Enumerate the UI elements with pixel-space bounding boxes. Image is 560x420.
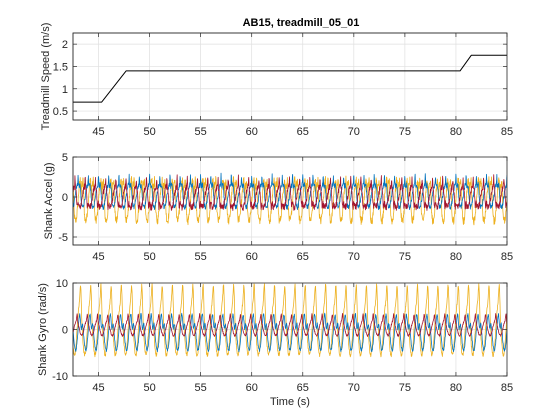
xtick-label: 55 — [195, 126, 207, 138]
ytick-label: 0 — [62, 325, 68, 337]
ytick-label: 0 — [62, 192, 68, 204]
xtick-label: 65 — [297, 251, 309, 263]
ytick-label: 2 — [62, 39, 68, 51]
xtick-label: 75 — [399, 382, 411, 394]
xlabel-time: Time (s) — [270, 396, 310, 408]
xtick-label: 50 — [143, 126, 155, 138]
xtick-label: 45 — [92, 126, 104, 138]
ytick-label: -5 — [58, 232, 68, 244]
xtick-label: 50 — [143, 382, 155, 394]
xtick-label: 45 — [92, 251, 104, 263]
xtick-label: 85 — [501, 251, 513, 263]
ticks-accel: 45 50 55 60 65 70 75 80 85 -5 0 5 — [58, 152, 513, 263]
ytick-label: 10 — [56, 278, 68, 290]
xtick-label: 60 — [246, 126, 258, 138]
chart-title: AB15, treadmill_05_01 — [243, 17, 360, 29]
xtick-label: 65 — [297, 382, 309, 394]
xtick-label: 55 — [195, 251, 207, 263]
xtick-label: 80 — [450, 382, 462, 394]
series-line-gyro-3 — [73, 313, 507, 337]
ticks-speed: 45 50 55 60 65 70 75 80 85 0.5 1 1.5 2 — [53, 33, 513, 138]
xtick-label: 75 — [399, 126, 411, 138]
plot-area-speed — [73, 54, 507, 103]
series-line-gyro-2 — [73, 312, 507, 353]
xtick-label: 70 — [348, 382, 360, 394]
xtick-label: 65 — [297, 126, 309, 138]
xtick-label: 85 — [501, 126, 513, 138]
subplot-shank-gyro: Shank Gyro (rad/s) Time (s) 45 50 55 60 65 70… — [37, 278, 513, 408]
xtick-label: 45 — [92, 382, 104, 394]
ylabel-gyro: Shank Gyro (rad/s) — [37, 283, 49, 376]
xtick-label: 80 — [450, 126, 462, 138]
ylabel-accel: Shank Accel (g) — [43, 162, 55, 239]
axes-border-accel — [72, 156, 508, 246]
ylabel-speed: Treadmill Speed (m/s) — [40, 23, 52, 131]
series-line-accel-3 — [73, 174, 507, 211]
xtick-label: 55 — [195, 382, 207, 394]
xtick-label: 85 — [501, 382, 513, 394]
axes-border-speed — [72, 32, 508, 121]
xtick-label: 60 — [246, 251, 258, 263]
plot-area-gyro — [73, 283, 507, 358]
ytick-label: -10 — [52, 371, 68, 383]
ytick-label: 5 — [62, 152, 68, 164]
xtick-label: 70 — [348, 126, 360, 138]
xtick-label: 50 — [143, 251, 155, 263]
subplot-treadmill-speed: Treadmill Speed (m/s) 45 50 55 60 65 70 75 80 85… — [40, 23, 513, 138]
ytick-label: 1.5 — [53, 61, 68, 73]
xtick-label: 80 — [450, 251, 462, 263]
series-line-gyro-1 — [73, 283, 507, 358]
plot-area-accel — [73, 172, 507, 226]
xtick-label: 75 — [399, 251, 411, 263]
ytick-label: 0.5 — [53, 106, 68, 118]
xtick-label: 70 — [348, 251, 360, 263]
series-line-speed-1 — [73, 54, 507, 103]
xtick-label: 60 — [246, 382, 258, 394]
axes-box-speed — [72, 32, 508, 121]
ticks-gyro: 45 50 55 60 65 70 75 80 85 -10 0 10 — [52, 278, 513, 394]
subplot-shank-accel: Shank Accel (g) 45 50 55 60 65 70 75 80 85 -5 0 5 — [43, 152, 513, 263]
ytick-label: 1 — [62, 84, 68, 96]
